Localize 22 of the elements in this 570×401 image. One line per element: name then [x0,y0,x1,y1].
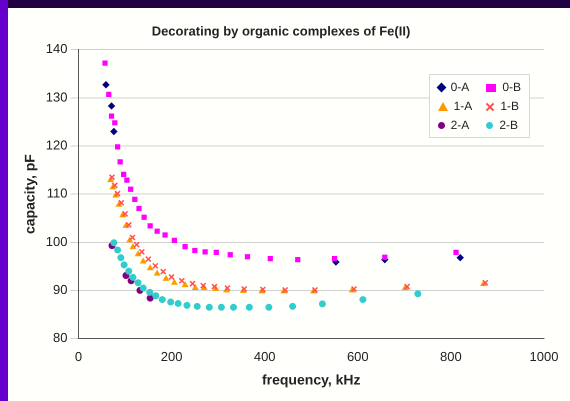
chart-title: Decorating by organic complexes of Fe(II) [152,23,410,38]
y-axis-title: capacity, pF [21,154,38,234]
legend-label: 0-B [502,80,521,94]
legend-label: 1-B [500,99,519,113]
x-axis-title: frequency, kHz [262,371,361,388]
y-tick-label: 130 [46,89,68,104]
legend-label: 0-A [450,80,470,94]
y-tick-label: 120 [46,138,68,153]
x-tick-label: 200 [160,348,182,364]
x-tick-label: 600 [346,348,369,364]
y-tick-label: 100 [46,234,68,249]
y-tick-label: 140 [46,41,68,56]
legend-label: 2-B [499,118,518,132]
y-tick-label: 80 [53,330,68,346]
legend-label: 2-A [450,118,470,132]
x-tick-label: 1000 [530,348,558,364]
x-tick-label: 400 [254,348,276,364]
x-tick-label: 0 [74,348,82,364]
y-tick-label: 110 [46,186,68,201]
x-tick-label: 800 [440,348,462,364]
y-tick-label: 90 [53,282,68,298]
legend-label: 1-A [454,99,472,113]
